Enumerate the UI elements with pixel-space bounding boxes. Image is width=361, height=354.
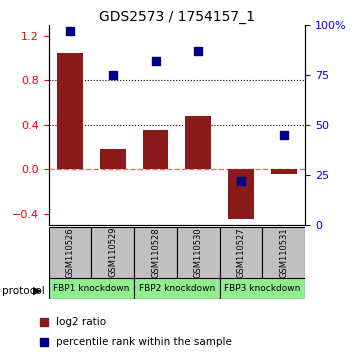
Bar bbox=[228, 169, 254, 219]
Text: GSM110527: GSM110527 bbox=[236, 227, 245, 278]
Bar bbox=[262, 227, 305, 278]
Bar bbox=[271, 169, 296, 174]
Point bbox=[110, 72, 116, 78]
Point bbox=[195, 48, 201, 53]
Point bbox=[67, 28, 73, 34]
Bar bbox=[49, 227, 91, 278]
Text: GSM110530: GSM110530 bbox=[194, 227, 203, 278]
Point bbox=[153, 58, 158, 64]
Point bbox=[290, 250, 295, 256]
Text: GSM110528: GSM110528 bbox=[151, 227, 160, 278]
Bar bbox=[57, 52, 83, 169]
Text: protocol: protocol bbox=[2, 286, 44, 296]
Bar bbox=[186, 116, 211, 169]
Point bbox=[281, 132, 287, 138]
Bar bbox=[143, 130, 168, 169]
Text: FBP2 knockdown: FBP2 knockdown bbox=[139, 284, 215, 293]
Bar bbox=[134, 227, 177, 278]
Text: percentile rank within the sample: percentile rank within the sample bbox=[56, 337, 232, 347]
Text: GSM110529: GSM110529 bbox=[108, 227, 117, 278]
Bar bbox=[49, 278, 134, 299]
Bar bbox=[91, 227, 134, 278]
Bar bbox=[134, 278, 219, 299]
Text: FBP1 knockdown: FBP1 knockdown bbox=[53, 284, 130, 293]
Text: FBP3 knockdown: FBP3 knockdown bbox=[224, 284, 300, 293]
Text: GSM110526: GSM110526 bbox=[66, 227, 75, 278]
Point bbox=[238, 178, 244, 184]
Bar bbox=[100, 149, 126, 169]
Text: GSM110531: GSM110531 bbox=[279, 227, 288, 278]
Text: ▶: ▶ bbox=[33, 286, 42, 296]
Bar bbox=[177, 227, 219, 278]
Point bbox=[290, 73, 295, 79]
Bar bbox=[219, 227, 262, 278]
Bar bbox=[219, 278, 305, 299]
Text: log2 ratio: log2 ratio bbox=[56, 318, 106, 327]
Title: GDS2573 / 1754157_1: GDS2573 / 1754157_1 bbox=[99, 10, 255, 24]
